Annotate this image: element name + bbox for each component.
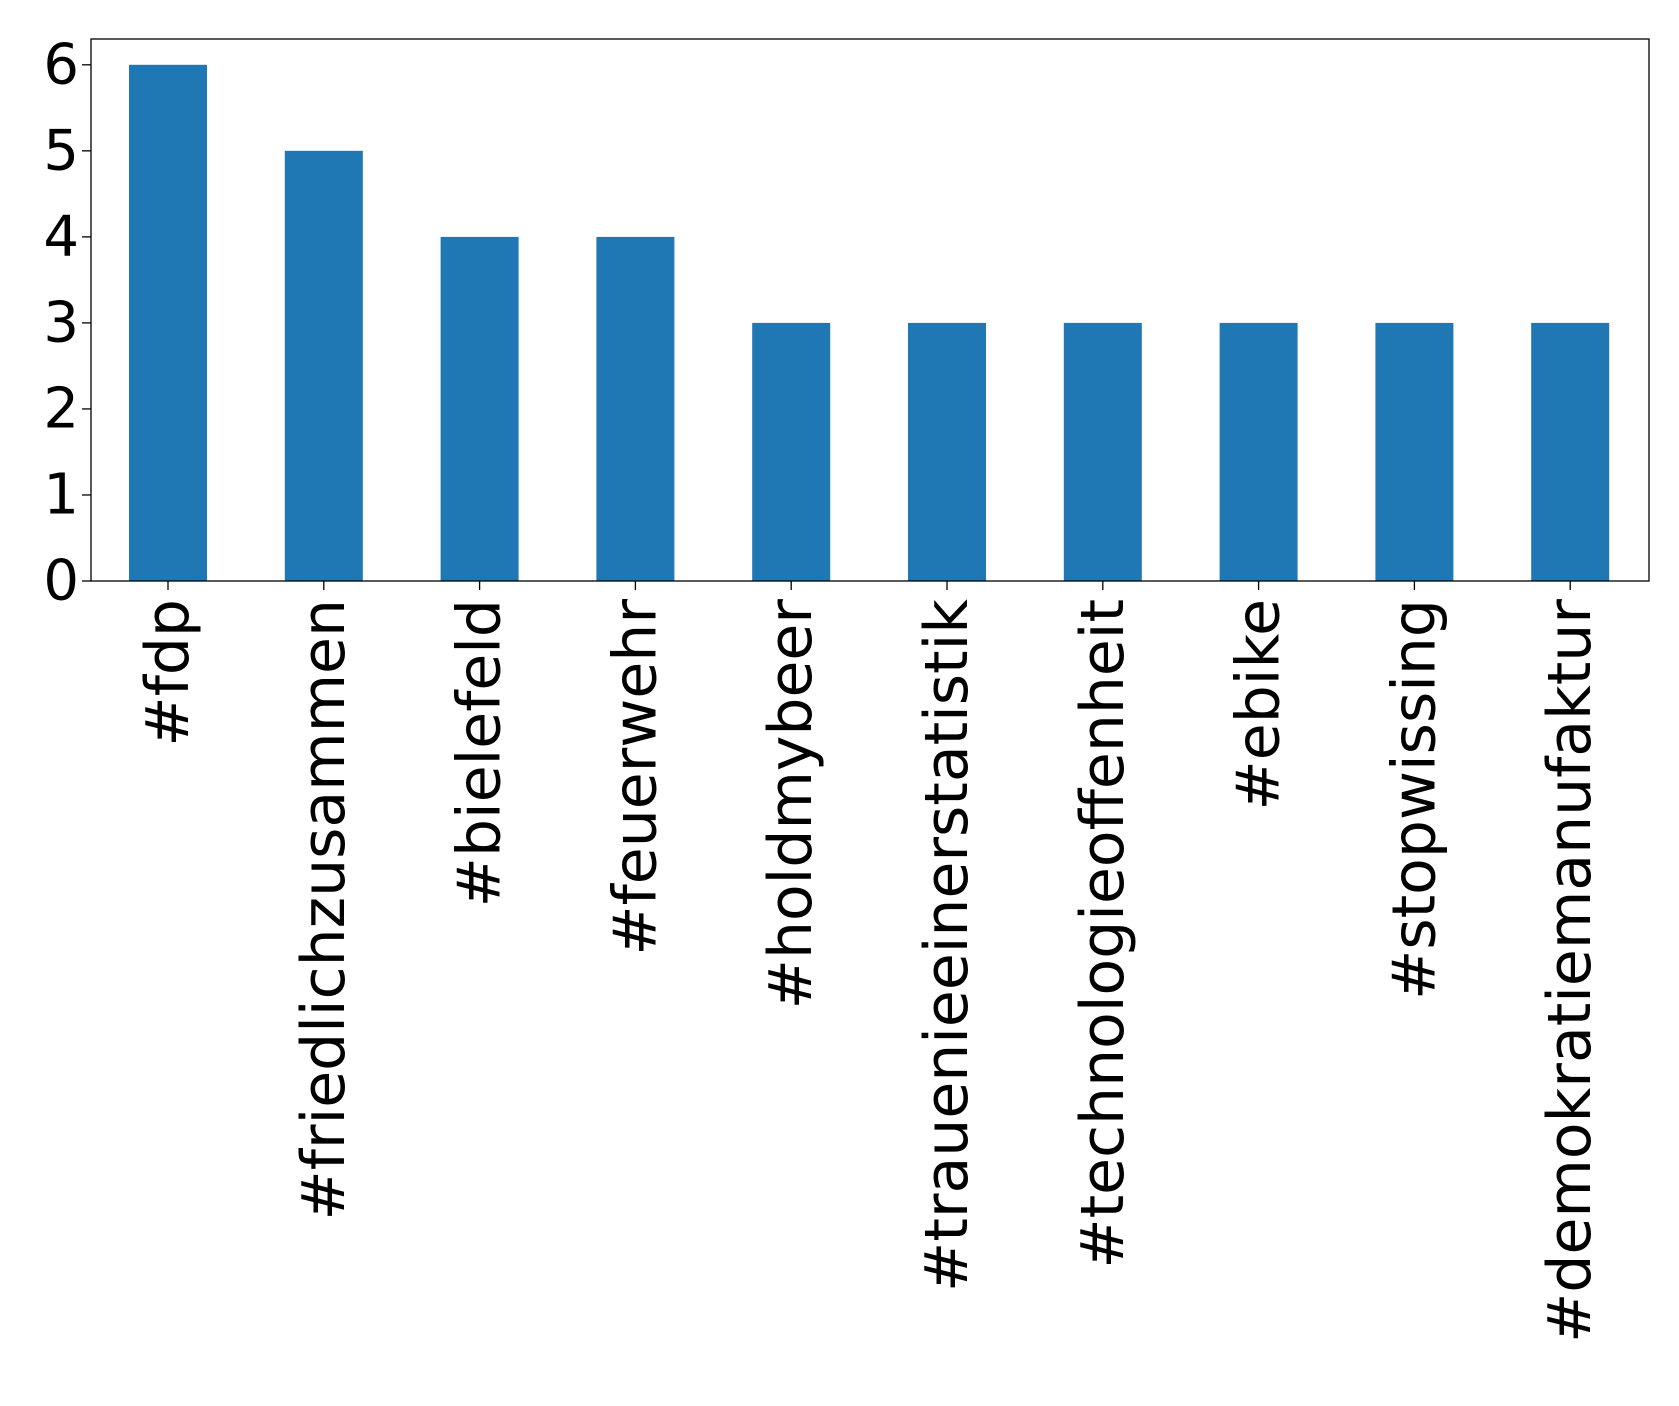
y-axis: 0 1 2 3 4 5 6 (43, 32, 91, 614)
x-tick-label-8: #stopwissing (1379, 599, 1449, 1000)
bar-9 (1531, 322, 1610, 581)
y-tick-label-3: 3 (43, 290, 79, 355)
plot-frame (90, 38, 1650, 582)
x-tick-label-5: #trauenieeinerstatistik (912, 599, 982, 1292)
y-tick-label-0: 0 (43, 549, 79, 614)
bar-1 (284, 150, 363, 582)
bar-0 (129, 64, 207, 582)
x-tick-label-0: #fdp (133, 599, 203, 747)
y-tick-label-2: 2 (43, 376, 79, 441)
x-tick-label-2: #bielefeld (445, 599, 515, 907)
bar-4 (752, 322, 831, 581)
bar-7 (1219, 322, 1298, 581)
bar-5 (908, 322, 986, 581)
x-tick-label-1: #friedlichzusammen (289, 599, 359, 1220)
x-tick-label-3: #feuerwehr (600, 599, 670, 956)
bar-2 (440, 236, 519, 581)
y-tick-label-5: 5 (43, 118, 79, 183)
y-tick-label-4: 4 (43, 204, 79, 269)
y-tick-label-6: 6 (43, 32, 79, 97)
bars-layer (129, 64, 1610, 582)
bar-6 (1063, 322, 1142, 581)
x-tick-label-6: #technologieoffenheit (1068, 599, 1138, 1269)
x-tick-label-9: #demokratiemanufaktur (1535, 599, 1605, 1343)
bar-3 (596, 236, 675, 581)
x-tick-label-4: #holdmybeer (756, 599, 826, 1010)
x-tick-label-7: #ebike (1224, 599, 1294, 810)
bar-8 (1375, 322, 1454, 581)
y-tick-label-1: 1 (43, 462, 79, 527)
x-axis: #fdp #friedlichzusammen #bielefeld #feuerwe… (133, 581, 1605, 1343)
